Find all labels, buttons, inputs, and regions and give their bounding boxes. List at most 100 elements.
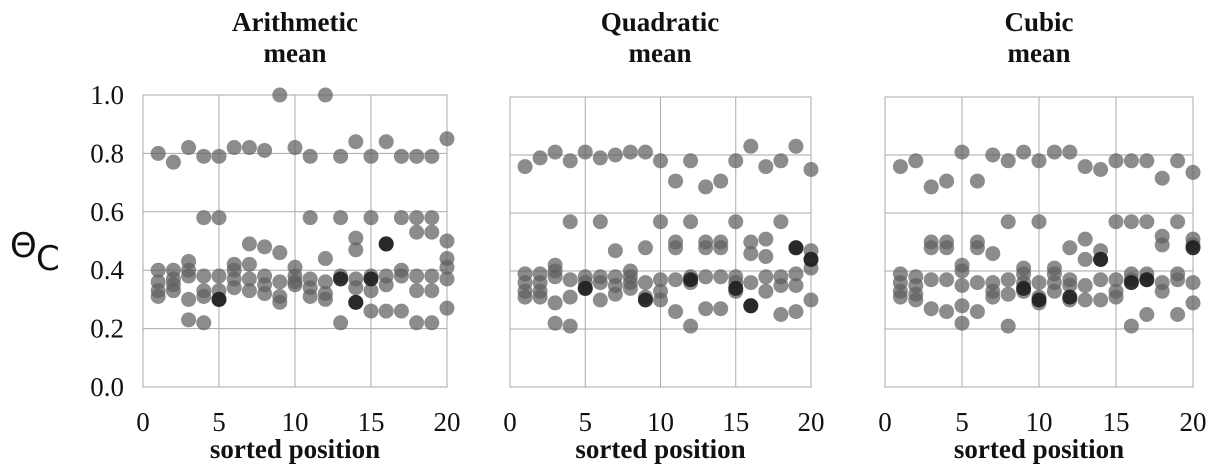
scatter-point — [788, 278, 804, 293]
scatter-point — [803, 292, 819, 308]
scatter-point — [1062, 144, 1078, 160]
scatter-point — [743, 275, 759, 291]
scatter-point — [1093, 272, 1109, 288]
scatter-point — [1170, 307, 1186, 322]
scatter-point — [1077, 231, 1093, 247]
scatter-point — [713, 173, 729, 189]
x-tick-label: 5 — [955, 407, 969, 437]
scatter-point — [424, 283, 440, 299]
scatter-point — [181, 291, 197, 307]
scatter-point — [517, 289, 533, 305]
scatter-point — [547, 144, 563, 160]
x-tick-label: 15 — [358, 407, 385, 437]
y-axis-title-symbol: Θ — [10, 226, 37, 266]
scatter-point — [1154, 283, 1170, 299]
scatter-point — [788, 304, 804, 320]
x-tick-label: 10 — [282, 407, 309, 437]
scatter-point — [181, 312, 197, 328]
scatter-point — [409, 224, 425, 240]
scatter-point-dark — [1185, 240, 1201, 256]
scatter-point — [668, 272, 684, 288]
scatter-point — [939, 240, 955, 256]
scatter-point — [393, 210, 409, 226]
panel-title-line-2: mean — [264, 38, 327, 68]
scatter-point — [393, 303, 409, 319]
scatter-point — [653, 153, 668, 169]
scatter-point — [1170, 153, 1186, 169]
scatter-point — [439, 131, 455, 147]
scatter-point — [1170, 214, 1186, 230]
scatter-point — [923, 272, 939, 288]
scatter-point — [728, 214, 744, 230]
scatter-point — [1000, 286, 1016, 302]
scatter-point — [668, 304, 684, 320]
scatter-point — [1031, 214, 1047, 230]
scatter-point — [803, 162, 819, 177]
x-tick-label: 10 — [1026, 407, 1053, 437]
scatter-point — [1123, 214, 1139, 230]
scatter-point — [257, 142, 273, 158]
scatter-point — [150, 145, 166, 161]
scatter-point — [378, 277, 394, 293]
scatter-point — [637, 275, 653, 291]
scatter-point — [668, 240, 684, 256]
scatter-point — [196, 148, 212, 164]
scatter-point — [954, 278, 970, 293]
scatter-point — [954, 144, 970, 160]
scatter-point — [653, 214, 668, 230]
scatter-point-dark — [1062, 289, 1078, 305]
scatter-point — [1108, 289, 1124, 305]
scatter-point — [985, 289, 1001, 305]
scatter-point — [378, 134, 394, 150]
scatter-point-dark — [803, 251, 819, 267]
scatter-point — [302, 288, 318, 304]
scatter-point-dark — [788, 240, 804, 256]
scatter-point — [592, 275, 608, 291]
scatter-point — [607, 286, 623, 302]
scatter-point-dark — [743, 298, 759, 314]
scatter-point — [1123, 318, 1139, 334]
scatter-point — [317, 251, 333, 267]
scatter-point-dark — [1016, 280, 1032, 296]
scatter-point — [1185, 164, 1201, 180]
x-tick-label: 0 — [878, 407, 892, 437]
scatter-point — [637, 144, 653, 160]
y-tick-label: 0.8 — [90, 138, 124, 168]
scatter-point — [1108, 272, 1124, 288]
scatter-point — [698, 179, 714, 195]
scatter-point — [758, 249, 774, 264]
scatter-point — [1139, 153, 1155, 169]
scatter-point — [908, 153, 924, 169]
scatter-point — [348, 230, 364, 246]
scatter-point — [939, 173, 955, 189]
scatter-point — [713, 240, 729, 256]
scatter-point — [302, 210, 318, 226]
x-tick-label: 20 — [1180, 407, 1207, 437]
scatter-point — [287, 140, 303, 156]
scatter-point — [592, 150, 608, 166]
scatter-point — [424, 210, 440, 226]
scatter-point-dark — [1139, 272, 1155, 288]
scatter-point — [743, 234, 759, 250]
scatter-point — [150, 262, 166, 278]
scatter-point — [713, 301, 729, 317]
scatter-point — [317, 274, 333, 290]
scatter-point — [150, 288, 166, 304]
scatter-point-dark — [348, 294, 364, 310]
scatter-point — [1185, 295, 1201, 311]
scatter-point — [1077, 278, 1093, 293]
scatter-point — [409, 268, 425, 284]
scatter-point — [562, 318, 578, 334]
scatter-point — [1062, 278, 1078, 293]
scatter-point — [1139, 307, 1155, 322]
scatter-point-dark — [378, 236, 394, 252]
panel-title-line-1: Arithmetic — [232, 7, 358, 37]
scatter-point — [211, 268, 227, 284]
x-tick-label: 15 — [722, 407, 749, 437]
scatter-point — [302, 148, 318, 164]
scatter-point — [939, 304, 955, 320]
scatter-point — [728, 153, 744, 169]
x-axis-title: sorted position — [210, 434, 380, 464]
scatter-point — [892, 289, 908, 305]
